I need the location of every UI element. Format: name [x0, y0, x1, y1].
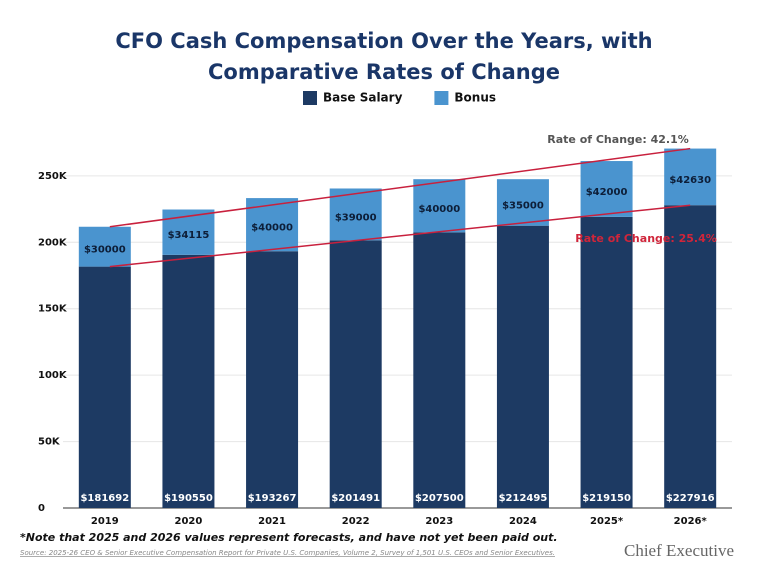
legend-swatch — [303, 91, 317, 105]
value-label: $193267 — [248, 493, 297, 504]
bar-segment — [329, 240, 382, 508]
y-tick-label: 200K — [38, 237, 68, 248]
x-tick-label: 2022 — [342, 516, 370, 527]
x-tick-label: 2019 — [91, 516, 119, 527]
legend-label: Bonus — [454, 91, 496, 105]
y-tick-label: 250K — [38, 171, 68, 182]
value-label: $39000 — [335, 212, 377, 223]
bar-segment — [329, 188, 382, 241]
annotation: Rate of Change: 25.4% — [575, 232, 717, 245]
value-label: $40000 — [251, 223, 293, 234]
value-label: $40000 — [418, 204, 460, 215]
bar-segment — [78, 226, 131, 267]
value-label: $207500 — [415, 493, 464, 504]
y-tick-label: 150K — [38, 304, 68, 315]
legend-swatch — [434, 91, 449, 105]
trend-line — [109, 147, 691, 228]
value-label: $227916 — [666, 493, 715, 504]
y-tick-label: 0 — [38, 503, 45, 514]
bar-segment — [664, 148, 717, 206]
source: Source: 2025-26 CEO & Senior Executive C… — [20, 549, 555, 557]
trend-line — [109, 204, 691, 268]
value-label: $181692 — [80, 493, 129, 504]
bar-segment — [162, 254, 215, 508]
value-label: $212495 — [499, 493, 548, 504]
legend-label: Base Salary — [323, 91, 403, 105]
y-tick-label: 100K — [38, 370, 68, 381]
value-label: $42000 — [586, 187, 628, 198]
x-tick-label: 2024 — [509, 516, 537, 527]
x-tick-label: 2020 — [175, 516, 203, 527]
value-label: $201491 — [331, 493, 380, 504]
x-tick-label: 2021 — [258, 516, 286, 527]
bar-segment — [664, 205, 717, 508]
value-label: $34115 — [168, 230, 210, 241]
value-label: $35000 — [502, 200, 544, 211]
bar-segment — [246, 251, 299, 508]
chart-title: CFO Cash Compensation Over the Years, wi… — [115, 29, 653, 84]
footnote: *Note that 2025 and 2026 values represen… — [20, 531, 558, 544]
x-tick-label: 2023 — [425, 516, 453, 527]
bar-segment — [162, 209, 215, 255]
x-tick-label: 2026* — [674, 516, 708, 527]
bar-segment — [413, 232, 466, 509]
bar-segment — [496, 225, 549, 508]
value-label: $190550 — [164, 493, 213, 504]
annotation: Rate of Change: 42.1% — [547, 133, 689, 146]
value-label: $42630 — [669, 175, 711, 186]
bar-segment — [78, 266, 131, 508]
bar-segment — [580, 216, 633, 508]
y-tick-label: 50K — [38, 437, 61, 448]
bar-segment — [413, 179, 466, 233]
bar-segment — [496, 179, 549, 226]
value-label: $30000 — [84, 245, 126, 256]
x-tick-label: 2025* — [590, 516, 624, 527]
brand: Chief Executive — [624, 541, 734, 560]
bar-segment — [580, 161, 633, 217]
value-label: $219150 — [582, 493, 631, 504]
